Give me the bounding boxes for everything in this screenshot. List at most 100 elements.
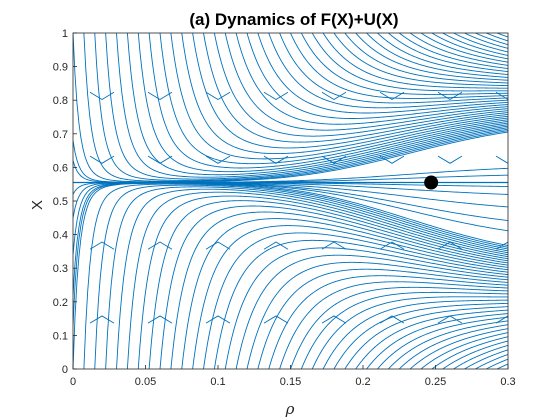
x-tick-label: 0 [70,376,76,388]
trajectory [94,33,508,181]
direction-arrow [321,155,347,164]
trajectory [311,33,508,92]
x-tick-label: 0.2 [355,376,370,388]
direction-arrow [437,315,463,324]
direction-arrow [147,315,173,324]
direction-arrow [495,315,508,324]
direction-arrow [379,155,405,164]
trajectory [398,33,508,69]
y-axis-label: X [29,200,46,210]
direction-arrow [89,315,115,324]
trajectory [496,363,508,369]
trajectory [137,195,508,369]
trajectory [137,33,508,173]
trajectory [148,33,508,169]
trajectory [464,349,508,369]
direction-arrow [205,155,231,164]
direction-arrow [263,155,289,164]
trajectories [73,33,508,369]
trajectory [475,33,508,46]
trajectory [279,33,508,104]
trajectory [213,33,508,137]
trajectory [409,328,508,369]
trajectory [94,184,508,369]
trajectory [73,33,508,183]
trajectory [224,247,508,369]
trajectory [409,33,508,66]
trajectory [203,33,508,143]
trajectory [322,299,508,369]
trajectory [268,33,508,109]
direction-arrow [205,91,231,101]
trajectory [431,336,508,369]
trajectory [344,306,508,369]
y-tick-label: 0.4 [53,230,68,242]
direction-arrow [437,241,463,250]
trajectory [420,332,508,369]
x-axis-label: ρ [285,400,295,418]
direction-arrow [495,91,508,101]
trajectory [181,218,508,369]
direction-arrow [495,241,508,250]
trajectory [453,33,508,53]
trajectory [170,211,508,369]
trajectory [192,225,508,369]
x-tick-label: 0.3 [500,376,515,388]
x-tick-label: 0.1 [210,376,225,388]
trajectory [366,313,508,369]
direction-arrow [205,315,231,324]
trajectory [279,281,508,369]
y-tick-label: 0 [62,364,68,376]
direction-arrow [321,241,347,250]
y-tick-label: 0.1 [53,330,68,342]
x-tick-label: 0.15 [280,376,301,388]
trajectory [290,33,508,99]
trajectory [170,33,508,160]
equilibrium-point [424,175,439,190]
trajectory [73,182,508,296]
trajectory [333,33,508,87]
trajectory [257,33,508,114]
trajectory [116,33,508,178]
trajectory [213,239,508,369]
trajectory [496,33,508,38]
trajectory [453,344,508,369]
y-tick-label: 0.3 [53,263,68,275]
trajectory [333,302,508,369]
trajectory [486,358,508,369]
trajectory [126,33,508,176]
trajectory [442,340,508,369]
direction-arrow [147,155,173,164]
direction-arrow [147,91,173,101]
direction-arrow [263,91,289,101]
trajectory [420,33,508,63]
trajectory [192,33,508,149]
direction-arrow [147,241,173,250]
trajectory [105,186,508,369]
trajectory [388,320,508,369]
trajectory [159,33,508,165]
y-tick-label: 0.8 [53,95,68,107]
trajectory [148,200,508,369]
direction-arrow [437,155,463,164]
trajectory [355,309,508,369]
trajectory [257,268,508,369]
trajectory [268,275,508,369]
trajectory [398,324,508,369]
trajectory [235,254,508,369]
trajectory [486,33,508,42]
direction-arrow [263,315,289,324]
trajectory [322,33,508,89]
direction-arrow [379,241,405,250]
trajectory [159,205,508,369]
trajectory [344,33,508,84]
y-tick-label: 0.9 [53,62,68,74]
x-axis: 0 0.05 0.1 0.15 0.2 0.25 0.3 [70,365,516,388]
y-tick-label: 0.5 [53,196,68,208]
y-tick-label: 1 [62,28,68,40]
trajectory [366,33,508,78]
y-tick-label: 0.6 [53,162,68,174]
trajectory [235,33,508,125]
direction-arrow [379,91,405,101]
